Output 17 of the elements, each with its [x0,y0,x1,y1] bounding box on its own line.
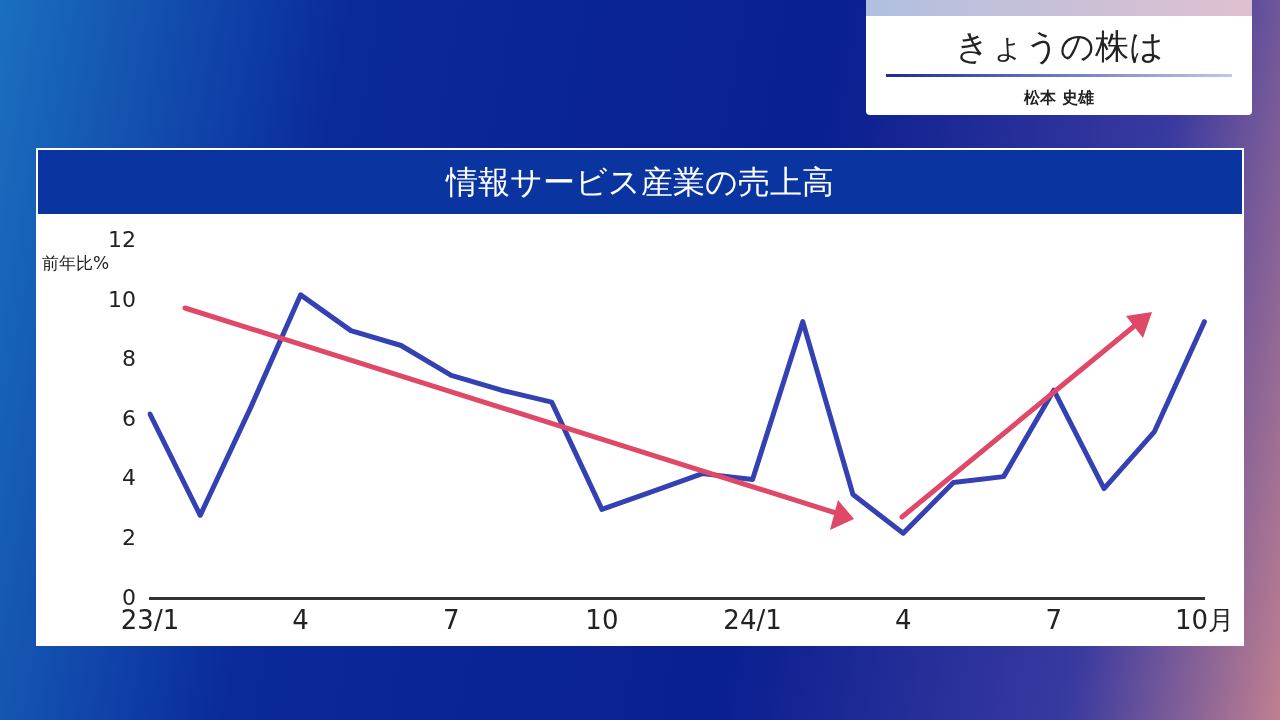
y-tick-label: 4 [122,465,136,491]
x-tick-label: 10月 [1174,605,1234,636]
text: 松本 史雄 [1023,88,1095,109]
y-tick-label: 8 [122,346,136,372]
x-tick-label: 7 [443,605,460,636]
x-tick-label: 4 [894,605,912,636]
x-tick-label: 4 [292,605,309,636]
y-tick-label: 6 [122,405,136,431]
y-tick-label: 2 [122,524,136,550]
x-tick-label: 10 [585,605,619,636]
chart-title: 情報サービス産業の売上高 [38,150,1242,214]
x-tick-label: 24/1 [723,605,782,636]
chart-subtitle: きょうの株は [953,25,1165,68]
y-tick-label: 12 [108,226,136,252]
y-tick-label: 10 [108,286,136,312]
y-axis-title: 前年比% [42,252,110,275]
x-tick-label: 7 [1045,605,1063,636]
